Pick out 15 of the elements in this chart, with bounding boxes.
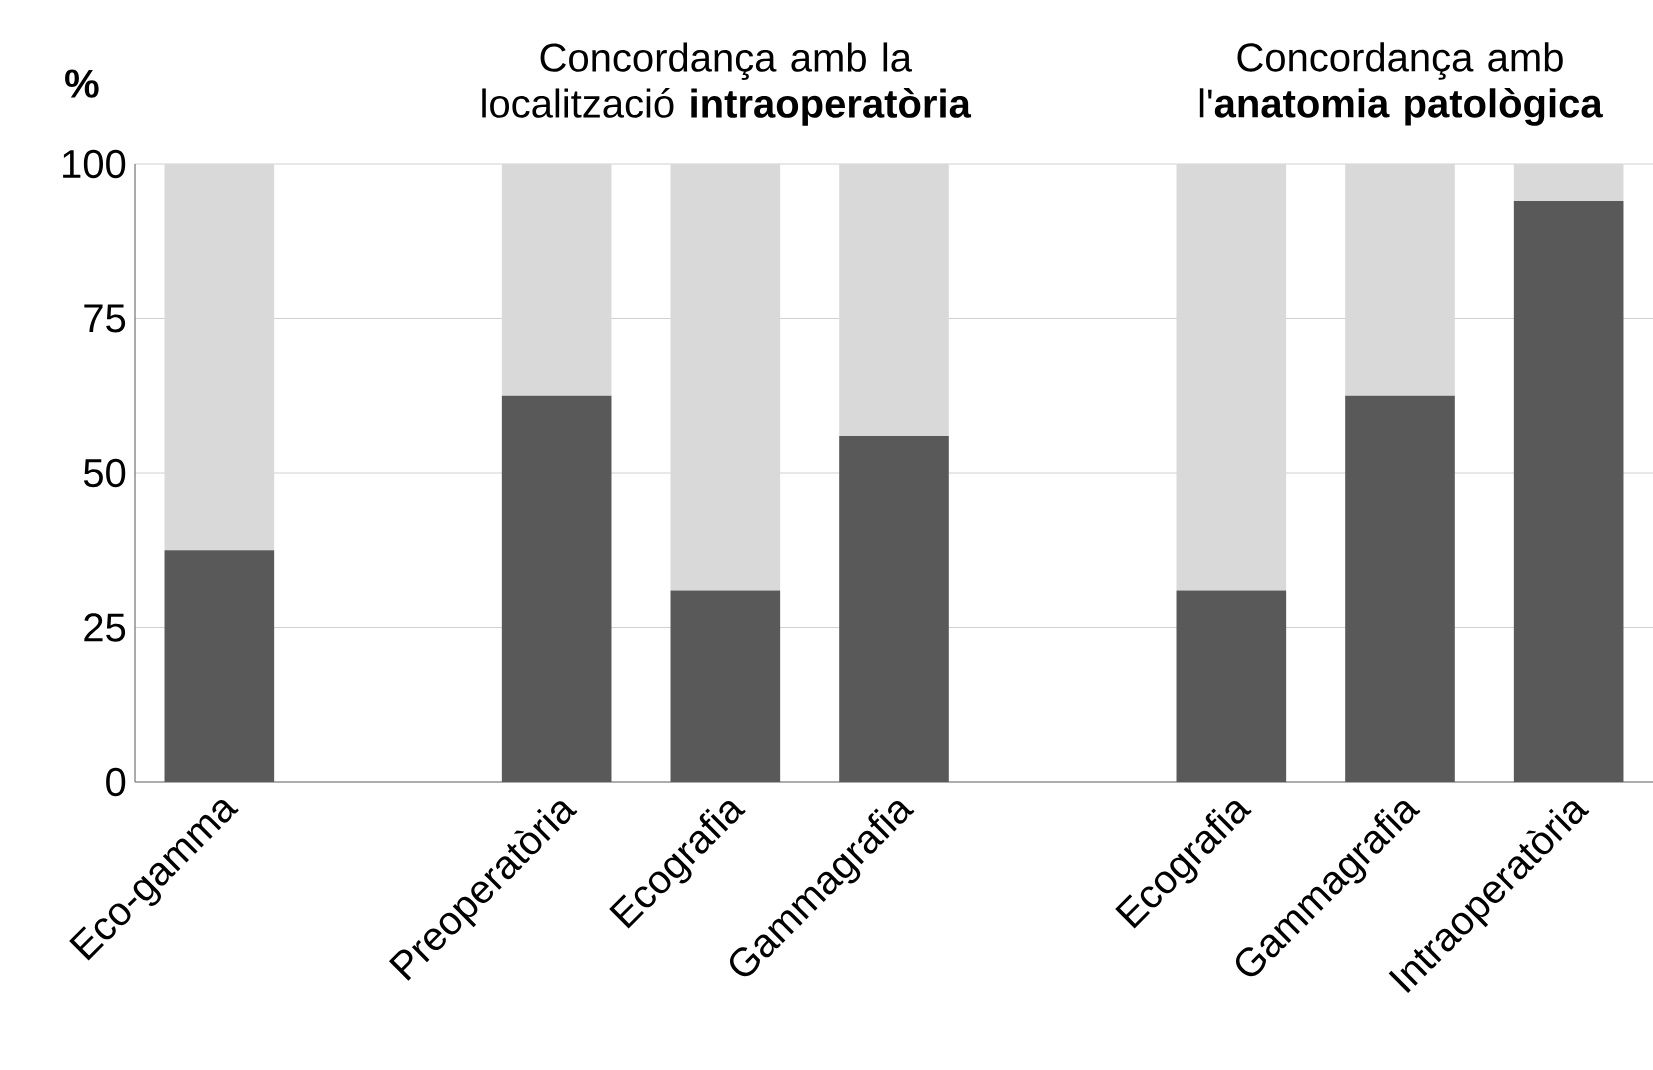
bar <box>1176 590 1287 782</box>
y-tick-label: 50 <box>83 458 126 488</box>
y-tick-label: 25 <box>84 613 126 642</box>
bar <box>1345 395 1455 782</box>
y-tick-label: 0 <box>106 767 126 797</box>
y-tick-label: 75 <box>84 304 126 333</box>
bar <box>1513 201 1624 782</box>
bar <box>670 590 781 782</box>
bar <box>839 435 949 782</box>
bar <box>501 395 612 782</box>
text: Concordança amb la localització intraoperatòria <box>482 42 972 126</box>
y-axis-title: % <box>65 69 99 98</box>
text: Concordança amb l'anatomia patològica <box>1199 42 1603 126</box>
bar <box>164 550 275 782</box>
y-tick-label: 100 <box>63 149 126 179</box>
